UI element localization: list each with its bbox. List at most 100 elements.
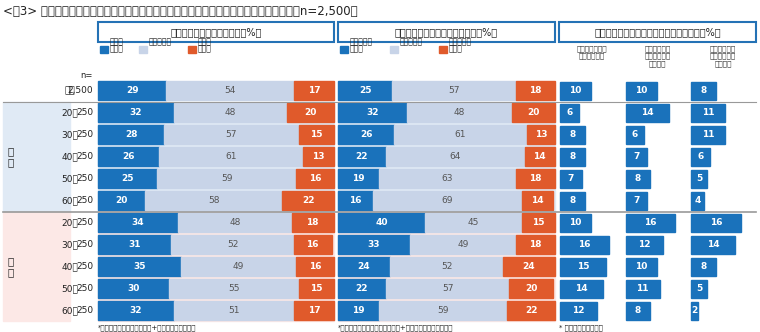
- Bar: [338, 279, 386, 298]
- Bar: [338, 102, 555, 123]
- Text: 49: 49: [233, 262, 244, 271]
- Bar: [338, 235, 410, 254]
- Text: 大量に買いだめ
してしまった: 大量に買いだめ してしまった: [577, 45, 607, 59]
- Bar: [338, 124, 555, 145]
- Text: 48: 48: [224, 108, 236, 117]
- Text: 60代: 60代: [62, 306, 78, 315]
- Text: 16: 16: [309, 174, 321, 183]
- Text: 6: 6: [566, 108, 572, 117]
- Text: 強くなって: 強くなって: [350, 37, 373, 46]
- Text: 250: 250: [76, 196, 93, 205]
- Bar: [516, 81, 555, 100]
- Bar: [338, 234, 555, 255]
- Bar: [527, 125, 555, 144]
- Bar: [157, 169, 296, 188]
- Text: いる計: いる計: [198, 44, 212, 53]
- Bar: [560, 125, 584, 143]
- Text: 20: 20: [527, 108, 540, 117]
- Bar: [439, 46, 447, 53]
- Bar: [338, 256, 555, 277]
- Bar: [98, 235, 171, 254]
- Text: 4: 4: [695, 196, 701, 205]
- Text: 16: 16: [644, 218, 657, 227]
- Text: 40: 40: [375, 218, 388, 227]
- Text: 20: 20: [525, 284, 537, 293]
- Bar: [98, 169, 157, 188]
- Bar: [98, 279, 169, 298]
- Bar: [560, 301, 597, 319]
- Bar: [625, 235, 663, 254]
- Bar: [372, 191, 522, 210]
- Text: 26: 26: [360, 130, 372, 139]
- Bar: [692, 280, 707, 297]
- Bar: [386, 147, 524, 166]
- Text: 普段買わない
ものを買って
しまった: 普段買わない ものを買って しまった: [644, 45, 670, 67]
- Bar: [692, 192, 704, 209]
- Bar: [338, 213, 425, 232]
- Text: 17: 17: [308, 306, 320, 315]
- Text: 現実逃避での
支出が増えて
しまった: 現実逃避での 支出が増えて しまった: [710, 45, 736, 67]
- Bar: [522, 213, 555, 232]
- Bar: [560, 258, 606, 276]
- Text: 48: 48: [454, 108, 465, 117]
- Bar: [98, 212, 334, 233]
- Bar: [625, 125, 644, 143]
- Bar: [625, 258, 657, 276]
- Bar: [394, 125, 527, 144]
- Text: 女
性: 女 性: [8, 256, 14, 277]
- Bar: [338, 191, 372, 210]
- Text: 45: 45: [468, 218, 480, 227]
- Bar: [625, 81, 657, 100]
- Text: 22: 22: [356, 152, 368, 161]
- Text: 33: 33: [368, 240, 380, 249]
- Text: 14: 14: [641, 108, 654, 117]
- Text: 18: 18: [306, 218, 319, 227]
- Text: 8: 8: [701, 262, 707, 271]
- Bar: [296, 257, 334, 276]
- Bar: [98, 301, 173, 320]
- Text: 250: 250: [76, 306, 93, 315]
- Text: 57: 57: [442, 284, 453, 293]
- Bar: [692, 147, 710, 165]
- Bar: [692, 104, 725, 122]
- Text: 減って: 減って: [198, 37, 212, 46]
- Text: 16: 16: [578, 240, 591, 249]
- Bar: [379, 301, 507, 320]
- Bar: [3, 212, 70, 321]
- Bar: [559, 22, 756, 42]
- Bar: [173, 301, 294, 320]
- Text: 12: 12: [638, 240, 651, 249]
- Bar: [338, 125, 394, 144]
- Text: 14: 14: [534, 152, 546, 161]
- Text: 11: 11: [702, 108, 714, 117]
- Bar: [625, 280, 660, 297]
- Bar: [392, 81, 516, 100]
- Text: 48: 48: [230, 218, 241, 227]
- Text: 64: 64: [449, 152, 461, 161]
- Bar: [560, 170, 581, 188]
- Bar: [338, 146, 555, 167]
- Bar: [692, 235, 734, 254]
- Text: 15: 15: [310, 130, 322, 139]
- Text: 63: 63: [442, 174, 453, 183]
- Text: 18: 18: [529, 240, 542, 249]
- Text: 55: 55: [228, 284, 239, 293]
- Bar: [509, 279, 553, 298]
- Bar: [98, 81, 166, 100]
- Text: 54: 54: [224, 86, 236, 95]
- Text: 24: 24: [523, 262, 535, 271]
- Bar: [169, 279, 299, 298]
- Text: 30: 30: [127, 284, 140, 293]
- Text: 7: 7: [633, 196, 640, 205]
- Text: 15: 15: [533, 218, 545, 227]
- Text: 変わらない: 変わらない: [148, 37, 172, 46]
- Bar: [287, 103, 334, 122]
- Text: 15: 15: [310, 284, 322, 293]
- Bar: [338, 103, 407, 122]
- Bar: [98, 300, 334, 321]
- Text: 57: 57: [448, 86, 460, 95]
- Text: 支出の増減（単一回答）　（%）: 支出の増減（単一回答） （%）: [170, 27, 261, 37]
- Bar: [338, 22, 555, 42]
- Text: 10: 10: [569, 86, 581, 95]
- Text: 32: 32: [129, 306, 142, 315]
